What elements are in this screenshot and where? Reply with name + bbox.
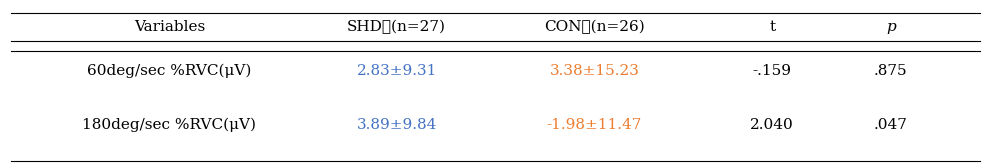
Text: -.159: -.159 [753, 64, 792, 78]
Text: p: p [886, 20, 896, 34]
Text: 3.89±9.84: 3.89±9.84 [357, 118, 437, 132]
Text: t: t [769, 20, 775, 34]
Text: .875: .875 [874, 64, 908, 78]
Text: SHD群(n=27): SHD群(n=27) [347, 20, 446, 34]
Text: 180deg/sec %RVC(μV): 180deg/sec %RVC(μV) [82, 117, 257, 132]
Text: Variables: Variables [134, 20, 205, 34]
Text: 3.38±15.23: 3.38±15.23 [549, 64, 639, 78]
Text: -1.98±11.47: -1.98±11.47 [547, 118, 642, 132]
Text: 2.040: 2.040 [750, 118, 794, 132]
Text: 60deg/sec %RVC(μV): 60deg/sec %RVC(μV) [87, 64, 252, 78]
Text: CON群(n=26): CON群(n=26) [544, 20, 645, 34]
Text: .047: .047 [874, 118, 908, 132]
Text: 2.83±9.31: 2.83±9.31 [357, 64, 437, 78]
